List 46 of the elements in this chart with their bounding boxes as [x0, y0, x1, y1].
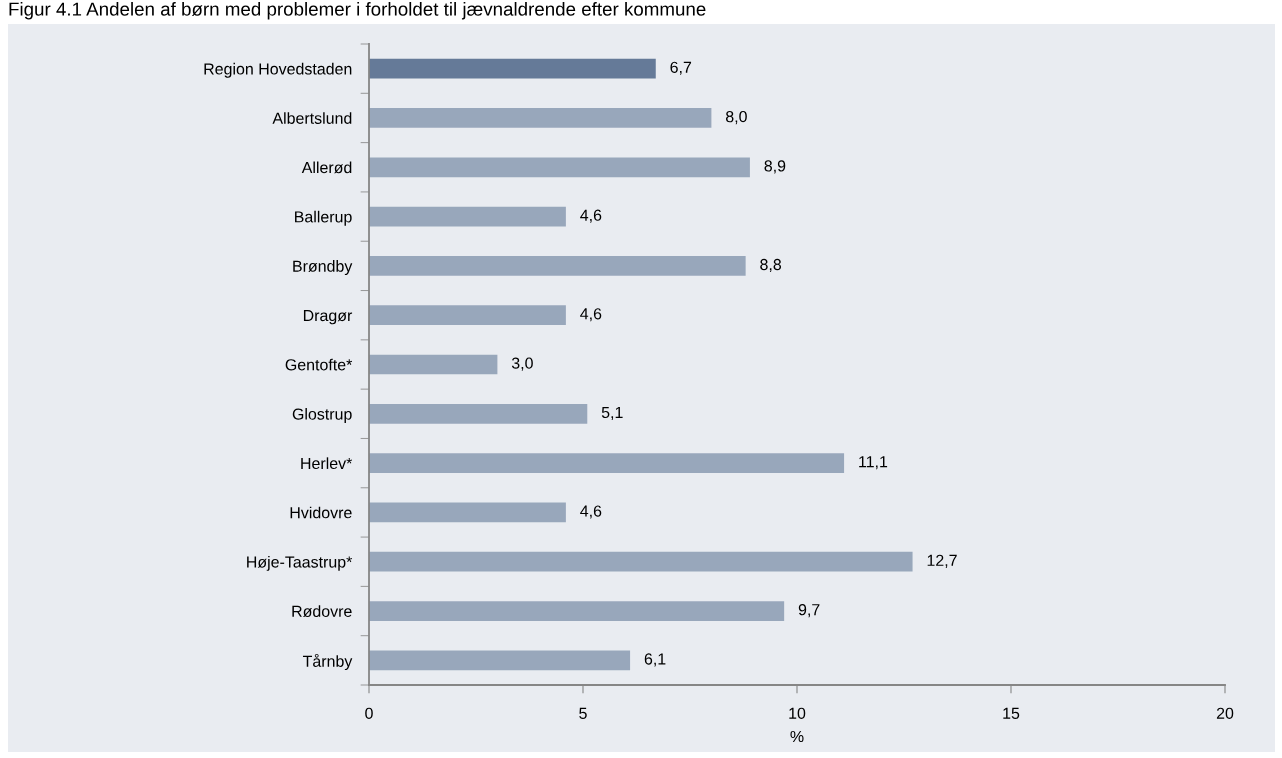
chart-title: Figur 4.1 Andelen af børn med problemer i forholdet til jævnaldrende efter kommune [9, 2, 706, 20]
x-tick-label: 0 [365, 707, 373, 719]
x-tick-label: 15 [1003, 707, 1020, 719]
bar [369, 206, 566, 227]
data-label: 8,9 [764, 160, 786, 174]
bar [369, 108, 712, 128]
y-tick-label: Glostrup [292, 408, 352, 423]
bar [369, 453, 845, 473]
data-label: 4,6 [580, 308, 602, 322]
data-label: 6,7 [670, 61, 692, 75]
data-label: 3,0 [511, 357, 533, 371]
data-label: 6,1 [644, 653, 666, 667]
y-tick-label: Tårnby [302, 653, 353, 671]
data-label: 9,7 [798, 604, 820, 618]
bar [369, 354, 498, 375]
bar [369, 58, 656, 79]
data-label: 8,0 [725, 110, 747, 125]
x-tick-label: 10 [789, 707, 806, 719]
bar [369, 551, 913, 572]
x-tick-label: 20 [1216, 707, 1234, 719]
y-tick-label: Albertslund [272, 112, 352, 124]
data-label: 4,6 [580, 505, 602, 519]
bar [369, 403, 588, 424]
bar [369, 502, 566, 523]
data-label: 12,7 [927, 554, 957, 568]
data-label: 5,1 [601, 406, 623, 420]
y-tick-label: Hvidovre [290, 506, 352, 519]
x-axis-title: % [790, 730, 804, 743]
bar [369, 650, 631, 671]
y-tick-label: Gentofte* [285, 358, 353, 371]
x-tick-label: 5 [579, 707, 587, 719]
bar [369, 157, 750, 178]
y-tick-label: Brøndby [293, 260, 353, 275]
bar [369, 305, 566, 326]
y-tick-label: Allerød [301, 161, 352, 174]
data-label: 8,8 [760, 258, 782, 273]
y-tick-label: Rødovre [292, 605, 352, 618]
y-tick-label: Dragør [303, 309, 353, 325]
y-tick-label: Høje-Taastrup* [247, 555, 353, 571]
y-tick-label: Ballerup [295, 210, 352, 226]
y-tick-label: Herlev* [301, 457, 353, 470]
bar [369, 256, 746, 276]
y-tick-label: Region Hovedstaden [204, 62, 352, 78]
data-label: 11,1 [859, 456, 888, 470]
data-label: 4,6 [580, 209, 602, 223]
bar [369, 601, 785, 621]
